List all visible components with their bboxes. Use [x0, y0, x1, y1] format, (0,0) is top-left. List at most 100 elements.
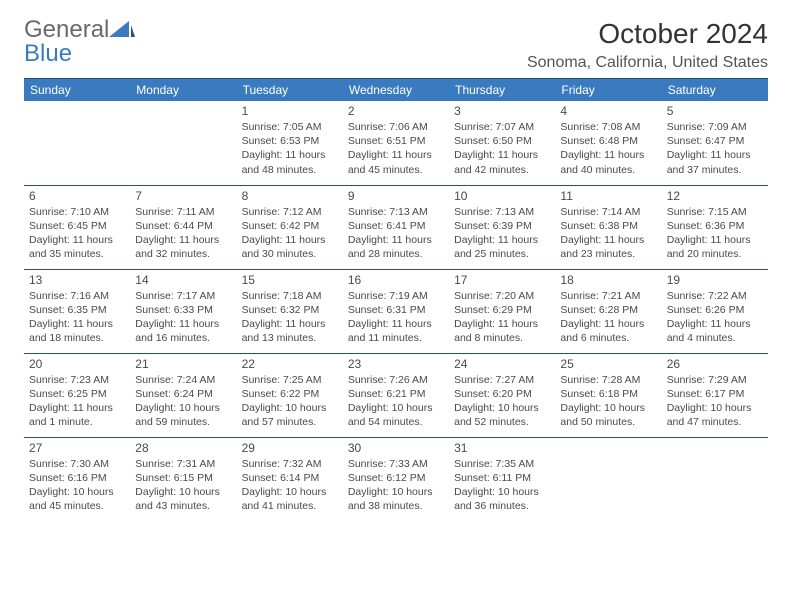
day-info: Sunrise: 7:31 AMSunset: 6:15 PMDaylight:…	[135, 457, 231, 514]
calendar-week-row: 1Sunrise: 7:05 AMSunset: 6:53 PMDaylight…	[24, 101, 768, 185]
day-number: 17	[454, 273, 550, 287]
calendar-day-cell: 27Sunrise: 7:30 AMSunset: 6:16 PMDayligh…	[24, 437, 130, 521]
day-number: 18	[560, 273, 656, 287]
sunrise-line: Sunrise: 7:13 AM	[348, 206, 428, 218]
sunrise-line: Sunrise: 7:23 AM	[29, 374, 109, 386]
day-info: Sunrise: 7:22 AMSunset: 6:26 PMDaylight:…	[667, 289, 763, 346]
calendar-day-cell: 14 Sunrise: 7:17 AMSunset: 6:33 PMDayligh…	[130, 269, 236, 353]
sunset-line: Sunset: 6:44 PM	[135, 220, 213, 232]
sunset-line: Sunset: 6:22 PM	[242, 388, 320, 400]
calendar-day-cell: 7Sunrise: 7:11 AMSunset: 6:44 PMDaylight…	[130, 185, 236, 269]
sunset-line: Sunset: 6:28 PM	[560, 304, 638, 316]
calendar-day-cell: 29Sunrise: 7:32 AMSunset: 6:14 PMDayligh…	[237, 437, 343, 521]
day-info: Sunrise: 7:19 AMSunset: 6:31 PMDaylight:…	[348, 289, 444, 346]
day-number: 19	[667, 273, 763, 287]
calendar-day-cell: 19 Sunrise: 7:22 AMSunset: 6:26 PMDayligh…	[662, 269, 768, 353]
title-block: October 2024 Sonoma, California, United …	[527, 18, 768, 72]
sunrise-line: Sunrise: 7:25 AM	[242, 374, 322, 386]
calendar-day-cell: 18Sunrise: 7:21 AMSunset: 6:28 PMDayligh…	[555, 269, 661, 353]
sunset-line: Sunset: 6:42 PM	[242, 220, 320, 232]
day-info: Sunrise: 7:27 AMSunset: 6:20 PMDaylight:…	[454, 373, 550, 430]
sunrise-line: Sunrise: 7:08 AM	[560, 121, 640, 133]
daylight-line: Daylight: 11 hours and 35 minutes.	[29, 234, 113, 260]
daylight-line: Daylight: 11 hours and 8 minutes.	[454, 318, 538, 344]
day-header-row: SundayMondayTuesdayWednesdayThursdayFrid…	[24, 79, 768, 101]
day-info: Sunrise: 7:14 AMSunset: 6:38 PMDaylight:…	[560, 205, 656, 262]
sunrise-line: Sunrise: 7:22 AM	[667, 290, 747, 302]
daylight-line: Daylight: 11 hours and 23 minutes.	[560, 234, 644, 260]
day-info: Sunrise: 7:28 AMSunset: 6:18 PMDaylight:…	[560, 373, 656, 430]
daylight-line: Daylight: 11 hours and 42 minutes.	[454, 149, 538, 175]
calendar-day-cell: 13 Sunrise: 7:16 AMSunset: 6:35 PMDayligh…	[24, 269, 130, 353]
day-number: 13	[29, 273, 125, 287]
daylight-line: Daylight: 11 hours and 40 minutes.	[560, 149, 644, 175]
day-header: Tuesday	[237, 79, 343, 101]
sunrise-line: Sunrise: 7:29 AM	[667, 374, 747, 386]
calendar-day-cell: 11Sunrise: 7:14 AMSunset: 6:38 PMDayligh…	[555, 185, 661, 269]
day-number: 28	[135, 441, 231, 455]
sunrise-line: Sunrise: 7:15 AM	[667, 206, 747, 218]
calendar-day-cell: 6Sunrise: 7:10 AMSunset: 6:45 PMDaylight…	[24, 185, 130, 269]
daylight-line: Daylight: 11 hours and 48 minutes.	[242, 149, 326, 175]
daylight-line: Daylight: 10 hours and 59 minutes.	[135, 402, 220, 428]
sunset-line: Sunset: 6:36 PM	[667, 220, 745, 232]
sunrise-line: Sunrise: 7:27 AM	[454, 374, 534, 386]
day-number: 4	[560, 104, 656, 118]
sunset-line: Sunset: 6:38 PM	[560, 220, 638, 232]
sunset-line: Sunset: 6:48 PM	[560, 135, 638, 147]
sunset-line: Sunset: 6:16 PM	[29, 472, 107, 484]
sunrise-line: Sunrise: 7:30 AM	[29, 458, 109, 470]
day-info: Sunrise: 7:17 AMSunset: 6:33 PMDaylight:…	[135, 289, 231, 346]
calendar-day-cell: 16 Sunrise: 7:19 AMSunset: 6:31 PMDayligh…	[343, 269, 449, 353]
location-text: Sonoma, California, United States	[527, 54, 768, 72]
daylight-line: Daylight: 10 hours and 54 minutes.	[348, 402, 433, 428]
day-info: Sunrise: 7:13 AMSunset: 6:39 PMDaylight:…	[454, 205, 550, 262]
sunrise-line: Sunrise: 7:24 AM	[135, 374, 215, 386]
day-number: 2	[348, 104, 444, 118]
day-info: Sunrise: 7:15 AM Sunset: 6:36 PM Daylight:…	[667, 205, 763, 262]
daylight-line: Daylight: 11 hours and 1 minute.	[29, 402, 113, 428]
calendar-week-row: 20Sunrise: 7:23 AMSunset: 6:25 PMDayligh…	[24, 353, 768, 437]
daylight-line: Daylight: 11 hours and 13 minutes.	[242, 318, 326, 344]
day-number: 15	[242, 273, 338, 287]
daylight-line: Daylight: 10 hours and 41 minutes.	[242, 486, 327, 512]
day-number: 24	[454, 357, 550, 371]
sunset-line: Sunset: 6:39 PM	[454, 220, 532, 232]
day-info: Sunrise: 7:07 AMSunset: 6:50 PMDaylight:…	[454, 120, 550, 177]
daylight-line: Daylight: 11 hours and 11 minutes.	[348, 318, 432, 344]
logo-text-block: General Blue	[24, 18, 135, 66]
day-number: 6	[29, 189, 125, 203]
day-number: 10	[454, 189, 550, 203]
sunset-line: Sunset: 6:15 PM	[135, 472, 213, 484]
day-info: Sunrise: 7:16 AMSunset: 6:35 PMDaylight:…	[29, 289, 125, 346]
calendar-day-cell: 1Sunrise: 7:05 AMSunset: 6:53 PMDaylight…	[237, 101, 343, 185]
day-info: Sunrise: 7:06 AMSunset: 6:51 PMDaylight:…	[348, 120, 444, 177]
day-number: 23	[348, 357, 444, 371]
daylight-line: Daylight: 10 hours and 36 minutes.	[454, 486, 539, 512]
calendar-empty-cell	[24, 101, 130, 185]
sunrise-line: Sunrise: 7:09 AM	[667, 121, 747, 133]
calendar-day-cell: 23Sunrise: 7:26 AMSunset: 6:21 PMDayligh…	[343, 353, 449, 437]
calendar-week-row: 6Sunrise: 7:10 AMSunset: 6:45 PMDaylight…	[24, 185, 768, 269]
calendar-day-cell: 28Sunrise: 7:31 AMSunset: 6:15 PMDayligh…	[130, 437, 236, 521]
sunrise-line: Sunrise: 7:33 AM	[348, 458, 428, 470]
day-number: 30	[348, 441, 444, 455]
logo: General Blue	[24, 18, 135, 66]
day-number: 8	[242, 189, 338, 203]
day-number: 14	[135, 273, 231, 287]
sunset-line: Sunset: 6:21 PM	[348, 388, 426, 400]
calendar-day-cell: 3Sunrise: 7:07 AMSunset: 6:50 PMDaylight…	[449, 101, 555, 185]
sunset-line: Sunset: 6:20 PM	[454, 388, 532, 400]
sunrise-line: Sunrise: 7:31 AM	[135, 458, 215, 470]
day-header: Monday	[130, 79, 236, 101]
day-number: 27	[29, 441, 125, 455]
daylight-line: Daylight: 11 hours and 18 minutes.	[29, 318, 113, 344]
day-info: Sunrise: 7:32 AMSunset: 6:14 PMDaylight:…	[242, 457, 338, 514]
day-info: Sunrise: 7:09 AMSunset: 6:47 PMDaylight:…	[667, 120, 763, 177]
calendar-day-cell: 20Sunrise: 7:23 AMSunset: 6:25 PMDayligh…	[24, 353, 130, 437]
daylight-line: Daylight: 11 hours and 20 minutes.	[667, 234, 751, 260]
day-number: 16	[348, 273, 444, 287]
sunrise-line: Sunrise: 7:05 AM	[242, 121, 322, 133]
day-header: Wednesday	[343, 79, 449, 101]
sunset-line: Sunset: 6:18 PM	[560, 388, 638, 400]
